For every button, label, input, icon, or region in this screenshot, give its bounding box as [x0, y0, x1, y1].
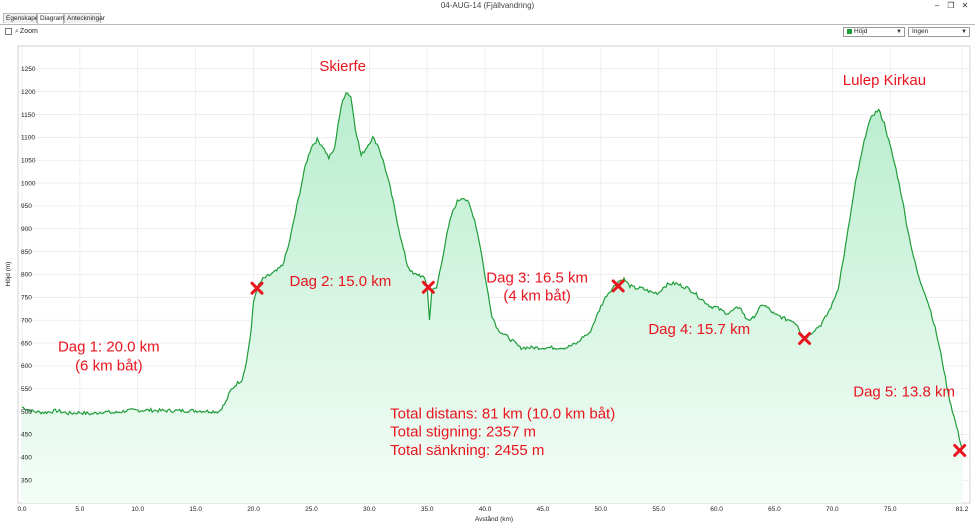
y-tick-label: 1250 — [21, 66, 36, 73]
y-tick-label: 1050 — [21, 157, 36, 164]
y-axis-label: Höjd (m) — [5, 262, 12, 287]
chart-annotation: Lulep Kirkau — [843, 72, 926, 89]
x-tick-label: 81.2 — [956, 506, 969, 513]
chart-annotation: Total sänkning: 2455 m — [390, 442, 544, 459]
zoom-label: ⌕Zoom — [15, 27, 38, 36]
tab-egenskaper[interactable]: Egenskaper — [3, 13, 41, 23]
day-marker — [421, 280, 435, 294]
maximize-button[interactable]: ❐ — [947, 1, 955, 10]
tab-diagram[interactable]: Diagram — [37, 13, 65, 24]
window-titlebar: 04-AUG-14 (Fjällvandring) – ❐ ✕ — [0, 0, 975, 11]
x-tick-label: 25.0 — [305, 506, 318, 513]
x-tick-label: 75.0 — [884, 506, 897, 513]
day-marker — [611, 279, 625, 293]
x-tick-label: 65.0 — [768, 506, 781, 513]
series-color-swatch — [847, 28, 852, 34]
y-tick-label: 1200 — [21, 89, 36, 96]
y-tick-label: 600 — [21, 363, 32, 370]
zoom-text: Zoom — [19, 28, 38, 35]
minimize-button[interactable]: – — [934, 1, 940, 10]
x-tick-label: 35.0 — [421, 506, 434, 513]
chart-annotation: Dag 5: 13.8 km — [853, 384, 955, 401]
chart-annotation: (4 km båt) — [503, 288, 571, 305]
chart-annotation: Skierfe — [319, 58, 366, 75]
day-marker — [250, 281, 264, 295]
tab-anteckningar[interactable]: Anteckningar — [64, 13, 105, 23]
x-tick-label: 15.0 — [189, 506, 202, 513]
x-axis-ticks: 0.0 5.0 10.0 15.0 20.0 25.0 30.0 35.0 40.0 45.0 50… — [17, 506, 968, 513]
y-tick-label: 550 — [21, 386, 32, 393]
chart-annotation: Dag 1: 20.0 km — [58, 338, 160, 355]
diagram-toolbar — [0, 25, 975, 39]
y-tick-label: 750 — [21, 295, 32, 302]
day-marker — [798, 331, 812, 345]
x-tick-label: 40.0 — [479, 506, 492, 513]
chart-annotation: Dag 3: 16.5 km — [486, 269, 588, 286]
y-tick-label: 900 — [21, 226, 32, 233]
chart-annotation: Total stigning: 2357 m — [390, 424, 536, 441]
x-tick-label: 50.0 — [594, 506, 607, 513]
secondary-select[interactable]: Ingen ▼ — [908, 27, 970, 37]
x-tick-label: 20.0 — [247, 506, 260, 513]
series-select[interactable]: Höjd ▼ — [843, 27, 905, 37]
tab-bar: Egenskaper Diagram Anteckningar — [0, 13, 975, 25]
chevron-down-icon: ▼ — [896, 29, 902, 35]
series-select-value: Höjd — [854, 28, 868, 35]
zoom-checkbox[interactable] — [5, 28, 12, 35]
x-tick-label: 70.0 — [826, 506, 839, 513]
y-tick-label: 400 — [21, 455, 32, 462]
chevron-down-icon: ▼ — [961, 29, 967, 35]
y-tick-label: 1150 — [21, 112, 35, 119]
y-tick-label: 850 — [21, 249, 32, 256]
y-tick-label: 950 — [21, 203, 32, 210]
secondary-select-value: Ingen — [912, 28, 929, 35]
x-tick-label: 0.0 — [17, 506, 26, 513]
window-title: 04-AUG-14 (Fjällvandring) — [440, 1, 535, 10]
y-tick-label: 350 — [21, 477, 32, 484]
y-tick-label: 1100 — [21, 135, 35, 142]
annotations: Skierfe Lulep Kirkau Dag 1: 20.0 km (6 km b… — [58, 58, 955, 459]
elevation-chart: 0.0 5.0 10.0 15.0 20.0 25.0 30.0 35.0 40.0 45.0 50… — [5, 45, 971, 523]
chart-annotation: Total distans: 81 km (10.0 km båt) — [390, 405, 615, 422]
chart-annotation: Dag 4: 15.7 km — [648, 321, 750, 338]
y-tick-label: 700 — [21, 317, 32, 324]
x-tick-label: 30.0 — [363, 506, 376, 513]
day-markers — [250, 279, 967, 457]
x-tick-label: 55.0 — [652, 506, 665, 513]
x-tick-label: 5.0 — [75, 506, 84, 513]
y-tick-label: 1000 — [21, 180, 36, 187]
x-tick-label: 10.0 — [131, 506, 144, 513]
y-tick-label: 500 — [21, 409, 32, 416]
day-marker — [953, 443, 967, 457]
x-axis-label: Avstånd (km) — [475, 515, 513, 523]
elevation-area — [22, 92, 962, 504]
chart-annotation: (6 km båt) — [75, 357, 143, 374]
x-tick-label: 45.0 — [537, 506, 550, 513]
y-tick-label: 800 — [21, 272, 32, 279]
y-tick-label: 450 — [21, 432, 32, 439]
y-tick-label: 650 — [21, 340, 32, 347]
close-button[interactable]: ✕ — [961, 1, 969, 10]
x-tick-label: 60.0 — [710, 506, 723, 513]
magnifier-icon: ⌕ — [15, 28, 19, 35]
chart-annotation: Dag 2: 15.0 km — [289, 273, 391, 290]
y-axis-ticks: 350 400 450 500 550 600 650 700 750 800 850 900 950 1… — [21, 66, 36, 484]
